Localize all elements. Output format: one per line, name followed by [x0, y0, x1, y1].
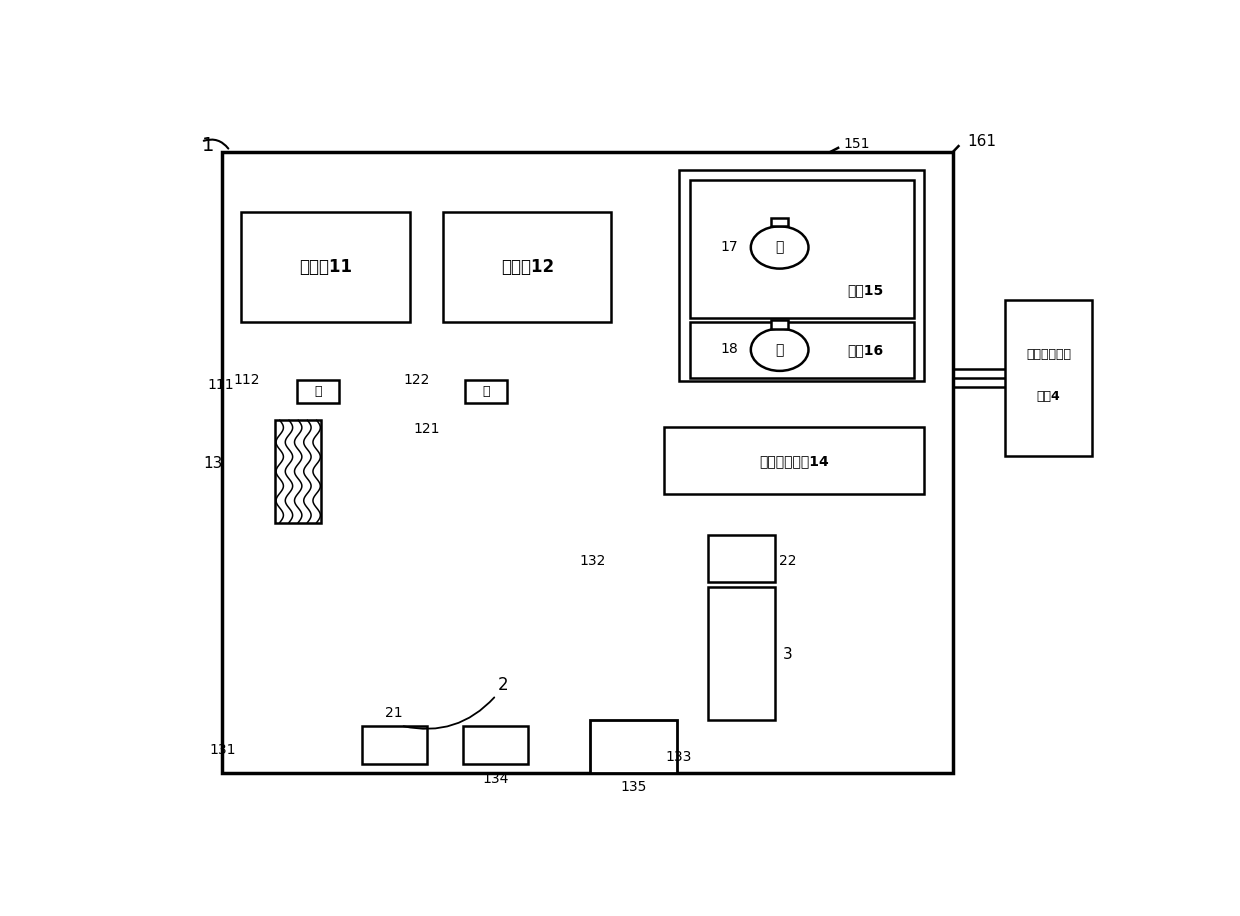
- Text: 水箱16: 水箱16: [847, 343, 883, 356]
- Text: 17: 17: [720, 240, 739, 254]
- Text: 161: 161: [967, 134, 996, 149]
- Bar: [678, 169, 924, 381]
- Bar: [771, 218, 789, 226]
- Text: 泵: 泵: [775, 241, 784, 255]
- Bar: [691, 180, 914, 318]
- Bar: [242, 213, 409, 322]
- Text: 134: 134: [482, 771, 508, 786]
- Text: 系统4: 系统4: [1037, 390, 1060, 403]
- Bar: [708, 587, 775, 720]
- Text: 2: 2: [497, 676, 508, 693]
- Text: 132: 132: [579, 554, 605, 568]
- Circle shape: [750, 329, 808, 371]
- Text: 13: 13: [203, 456, 222, 472]
- Text: 135: 135: [620, 780, 647, 794]
- Bar: [590, 720, 677, 773]
- Text: 储油箱12: 储油箱12: [501, 257, 554, 276]
- Bar: [362, 725, 427, 765]
- Bar: [691, 322, 914, 378]
- Bar: [222, 152, 952, 773]
- Bar: [708, 535, 775, 583]
- Text: 121: 121: [414, 421, 440, 436]
- Text: 133: 133: [666, 750, 692, 765]
- Text: 3: 3: [782, 647, 792, 662]
- Text: 阀: 阀: [314, 385, 321, 398]
- Circle shape: [750, 226, 808, 268]
- Text: 112: 112: [233, 373, 259, 387]
- Text: 1: 1: [202, 136, 215, 155]
- Text: 储水箱11: 储水箱11: [299, 257, 352, 276]
- Text: 阀: 阀: [482, 385, 490, 398]
- Text: 油水分离系统14: 油水分离系统14: [759, 453, 830, 468]
- Bar: [298, 380, 339, 403]
- Bar: [1006, 300, 1092, 455]
- Text: 油箱15: 油箱15: [847, 283, 883, 298]
- Bar: [275, 420, 321, 522]
- Bar: [665, 427, 924, 495]
- Text: 18: 18: [720, 342, 739, 356]
- Text: 111: 111: [207, 378, 233, 392]
- Bar: [463, 725, 528, 765]
- Text: 122: 122: [403, 373, 429, 387]
- Text: 21: 21: [386, 706, 403, 720]
- Text: 22: 22: [779, 554, 796, 568]
- Text: 151: 151: [843, 136, 869, 151]
- Bar: [465, 380, 507, 403]
- Bar: [771, 320, 789, 329]
- Text: 泵: 泵: [775, 343, 784, 356]
- Bar: [444, 213, 611, 322]
- Text: 131: 131: [210, 743, 236, 757]
- Text: 数据采集处理: 数据采集处理: [1027, 348, 1071, 361]
